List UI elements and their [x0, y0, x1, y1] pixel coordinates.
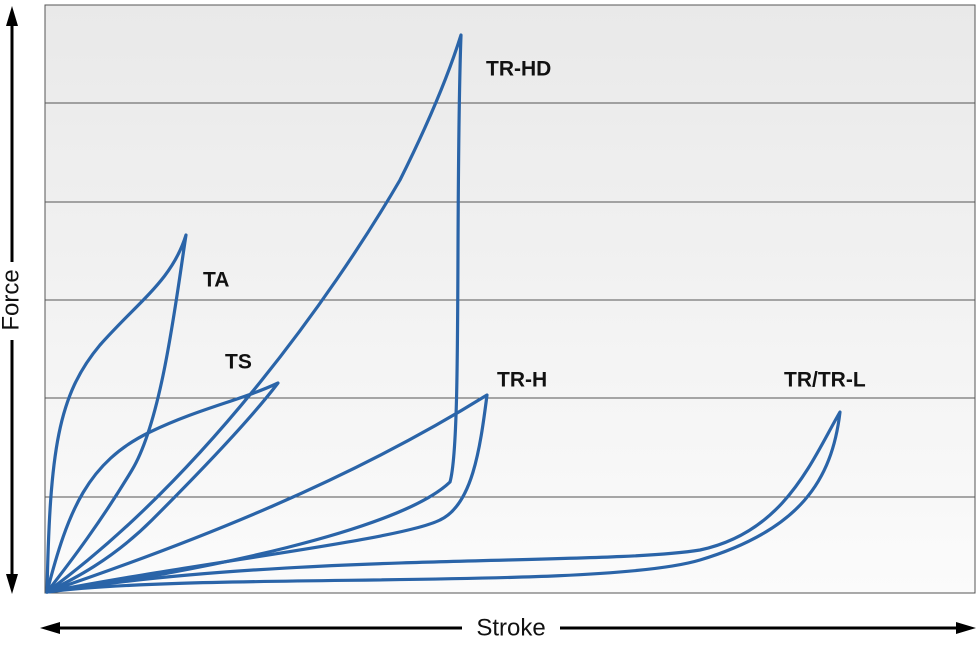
- curve-tr-h: [45, 393, 489, 594]
- curve-ta: [45, 233, 188, 594]
- curve-tr-tr-l: [45, 410, 842, 594]
- y-axis-arrow: Force: [0, 6, 24, 594]
- curve-label: TR-HD: [486, 58, 551, 81]
- y-axis-label: Force: [0, 269, 24, 330]
- x-axis-arrow: Stroke: [40, 614, 976, 641]
- curve-tr-hd: [45, 33, 463, 594]
- curve-ts: [45, 381, 280, 594]
- curve-label: TA: [203, 269, 229, 292]
- plot-area: [44, 4, 976, 594]
- curve-label: TR/TR-L: [784, 369, 866, 392]
- curve-label: TR-H: [497, 369, 547, 392]
- curve-label: TS: [225, 351, 252, 374]
- x-axis-label: Stroke: [476, 614, 545, 641]
